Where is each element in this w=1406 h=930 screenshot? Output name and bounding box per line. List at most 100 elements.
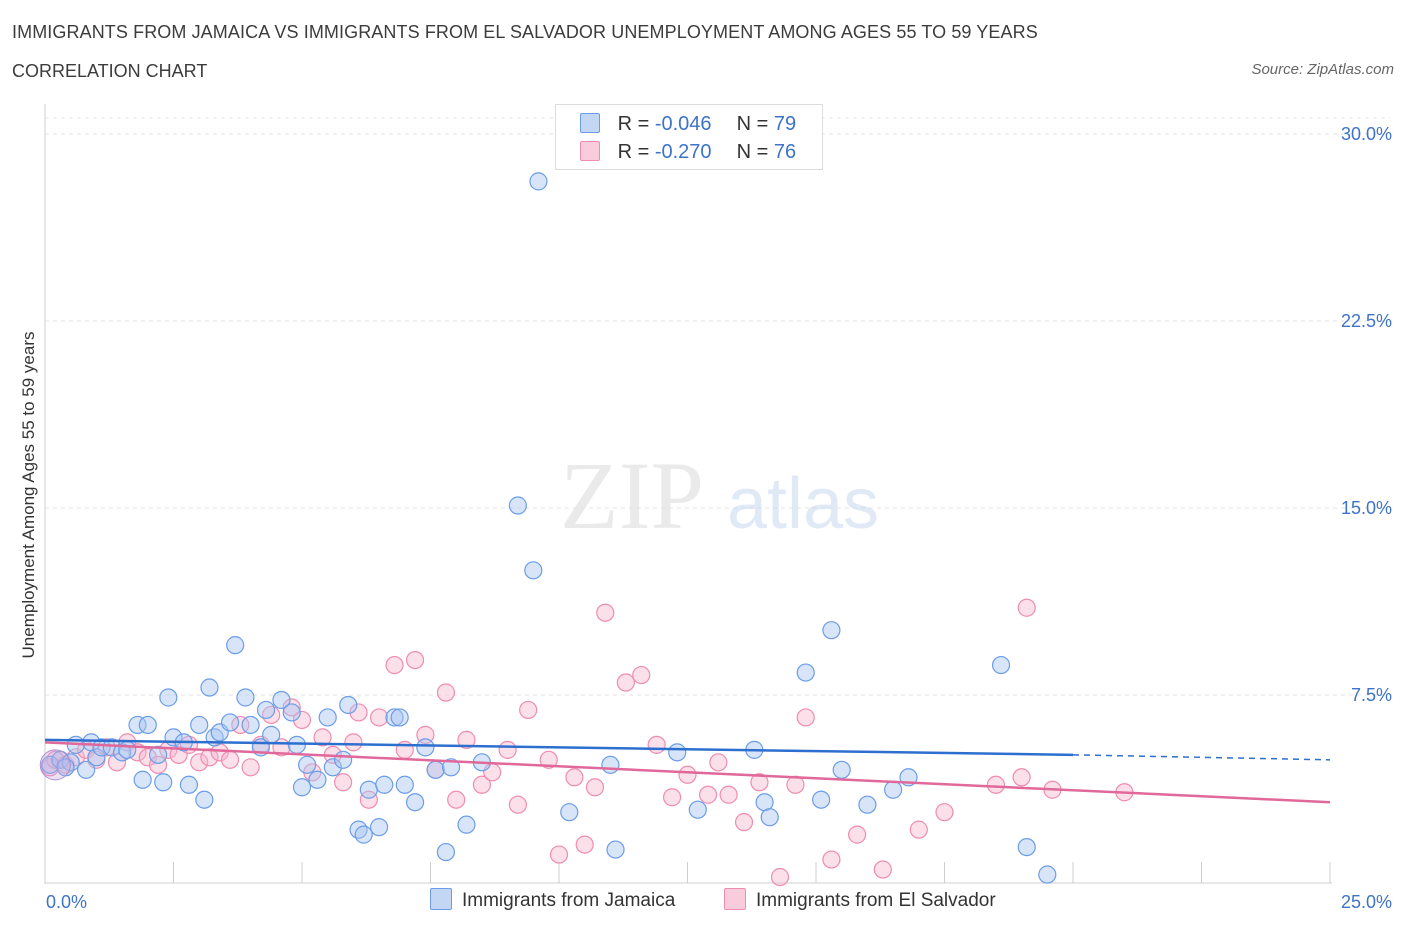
jamaica-point (179, 775, 199, 794)
jamaica-point (128, 715, 147, 735)
jamaica-point (560, 803, 579, 822)
elsalvador-point (698, 785, 718, 804)
jamaica-point (436, 842, 456, 862)
bottom-legend-jamaica[interactable]: Immigrants from Jamaica (430, 888, 675, 912)
elsalvador-point (241, 758, 260, 777)
jamaica-point (282, 703, 301, 722)
elsalvador-point (1017, 598, 1036, 617)
elsalvador-point (472, 775, 491, 794)
jamaica-point (796, 663, 815, 682)
elsalvador-point (719, 785, 738, 804)
jamaica-point (195, 790, 214, 809)
jamaica-point (133, 770, 152, 789)
y-tick-label: 22.5% (1341, 311, 1392, 331)
jamaica-trend-extension (1072, 754, 1331, 761)
legend-row-jamaica: R = -0.046 N = 79 (580, 111, 796, 137)
elsalvador-trend-line (44, 741, 1331, 804)
jamaica-point (457, 815, 476, 834)
jamaica-point (832, 760, 851, 779)
jamaica-point (354, 825, 373, 844)
elsalvador-point (262, 705, 281, 725)
watermark-atlas: atlas (727, 464, 879, 544)
jamaica-point (318, 708, 337, 727)
jamaica-point (323, 758, 342, 777)
elsalvador-point (334, 773, 353, 792)
elsalvador-point (734, 813, 754, 832)
watermark: ZIP atlas (560, 442, 879, 549)
r-label: R = (617, 141, 650, 163)
jamaica-point (416, 738, 435, 757)
elsalvador-point (508, 795, 527, 814)
elsalvador-legend-swatch (724, 888, 746, 910)
jamaica-legend-swatch (430, 888, 452, 910)
jamaica-point (118, 740, 137, 759)
jamaica-trend-line (44, 738, 1074, 757)
watermark-zip: ZIP (560, 442, 704, 549)
elsalvador-point (436, 683, 456, 702)
jamaica-n-value: 79 (773, 113, 797, 135)
jamaica-point (334, 750, 353, 769)
jamaica-point (241, 715, 260, 735)
elsalvador-point (190, 753, 209, 772)
bottom-legend-elsalvador[interactable]: Immigrants from El Salvador (724, 888, 996, 912)
n-label: N = (736, 141, 769, 163)
jamaica-point (339, 695, 358, 715)
jamaica-point (236, 688, 255, 707)
jamaica-point (61, 753, 80, 772)
elsalvador-swatch (580, 141, 600, 161)
elsalvador-point (678, 765, 697, 784)
y-tick-label: 30.0% (1341, 124, 1392, 144)
elsalvador-point (292, 710, 312, 730)
source-label: Source: ZipAtlas.com (1251, 61, 1394, 78)
elsalvador-point (585, 778, 605, 797)
elsalvador-point (447, 790, 466, 809)
jamaica-point (529, 172, 548, 191)
jamaica-point (349, 820, 368, 839)
elsalvador-point (46, 750, 65, 769)
jamaica-point (41, 755, 60, 774)
jamaica-point (524, 561, 543, 580)
jamaica-legend-label: Immigrants from Jamaica (462, 890, 676, 911)
jamaica-point (405, 793, 425, 812)
elsalvador-point (770, 867, 790, 887)
jamaica-point (688, 800, 707, 819)
gridlines (45, 117, 1390, 696)
x-tick-label: 0.0% (46, 892, 87, 912)
jamaica-point (292, 778, 312, 797)
y-axis-title: Unemployment Among Ages 55 to 59 years (19, 332, 38, 659)
elsalvador-point (457, 730, 476, 749)
legend-row-elsalvador: R = -0.270 N = 76 (580, 139, 796, 165)
jamaica-point (77, 760, 96, 779)
jamaica-point (760, 808, 779, 827)
stats-legend: R = -0.046 N = 79 R = -0.270 N = 76 (555, 104, 823, 170)
elsalvador-point (385, 655, 404, 675)
elsalvador-point (349, 703, 368, 722)
elsalvador-point (344, 733, 363, 752)
elsalvador-point (935, 803, 954, 822)
jamaica-point (390, 708, 409, 727)
jamaica-point (508, 496, 527, 515)
elsalvador-point (370, 708, 389, 727)
jamaica-point (370, 818, 389, 837)
jamaica-swatch (580, 113, 600, 133)
elsalvador-point (709, 753, 728, 772)
jamaica-point (308, 770, 327, 789)
jamaica-point (154, 773, 173, 792)
jamaica-point (256, 700, 276, 720)
chart-subtitle: CORRELATION CHART (12, 61, 208, 81)
elsalvador-point (909, 820, 928, 839)
elsalvador-point (796, 708, 815, 727)
jamaica-point (148, 745, 168, 764)
y-tick-label: 15.0% (1341, 498, 1392, 518)
y-tick-label: 7.5% (1351, 685, 1392, 705)
elsalvador-point (148, 755, 168, 774)
elsalvador-point (848, 825, 867, 844)
elsalvador-point (539, 750, 558, 769)
jamaica-point (226, 636, 245, 655)
n-label: N = (736, 113, 769, 135)
jamaica-point (385, 708, 404, 727)
cluster-point (39, 749, 71, 781)
jamaica-point (220, 713, 240, 732)
elsalvador-point (498, 740, 517, 759)
jamaica-point (606, 840, 625, 859)
